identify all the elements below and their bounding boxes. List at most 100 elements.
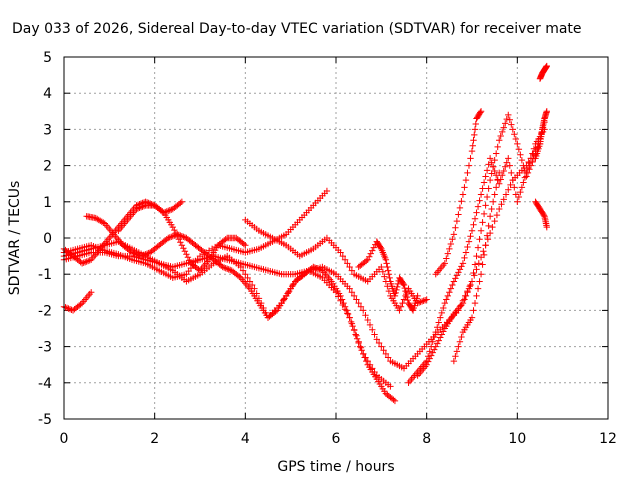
data-point	[450, 357, 458, 365]
y-tick-label: -4	[38, 376, 52, 392]
data-point	[387, 383, 394, 390]
series-track-k	[405, 126, 548, 386]
data-point	[392, 289, 399, 297]
data-point	[63, 304, 71, 312]
data-point	[468, 314, 476, 321]
data-point	[423, 357, 430, 365]
data-point	[479, 185, 486, 192]
data-point	[435, 337, 442, 344]
data-point	[500, 196, 507, 203]
data-point	[435, 319, 442, 326]
data-point	[486, 213, 494, 220]
data-point	[507, 181, 514, 189]
data-point	[177, 239, 184, 246]
data-point	[140, 251, 148, 259]
data-point	[418, 298, 426, 305]
y-tick-label: 0	[43, 231, 52, 247]
data-point	[348, 267, 356, 274]
data-point	[473, 266, 480, 273]
data-point	[476, 278, 483, 285]
data-point	[461, 184, 468, 191]
data-point	[81, 258, 89, 266]
data-point	[394, 283, 401, 291]
series-track-o	[532, 108, 550, 162]
data-point	[467, 155, 474, 162]
data-point	[168, 233, 175, 240]
data-point	[517, 188, 524, 196]
data-point	[476, 236, 483, 243]
data-point	[219, 263, 226, 271]
data-point	[344, 260, 351, 267]
data-point	[543, 108, 550, 115]
data-point	[434, 324, 441, 331]
data-point	[313, 264, 320, 272]
data-point	[346, 263, 353, 271]
data-point	[497, 132, 504, 140]
data-point	[401, 284, 408, 292]
data-point	[137, 204, 145, 211]
data-point	[474, 285, 482, 292]
data-point	[453, 272, 461, 279]
data-point	[171, 232, 178, 239]
x-tick-label: 10	[508, 431, 526, 447]
data-point	[465, 285, 473, 292]
data-point	[505, 111, 512, 119]
data-point	[485, 222, 492, 230]
data-point	[366, 321, 374, 329]
data-point	[100, 219, 107, 226]
data-point	[362, 312, 369, 319]
data-point	[432, 328, 439, 336]
y-tick-label: -5	[38, 412, 52, 428]
data-point	[505, 155, 512, 162]
data-point	[429, 338, 436, 345]
data-point	[464, 243, 471, 251]
data-point	[180, 245, 187, 252]
data-point	[139, 252, 146, 259]
data-point	[450, 231, 458, 238]
data-point	[381, 273, 388, 280]
data-point	[483, 167, 491, 174]
data-point	[396, 307, 403, 314]
data-point	[470, 307, 477, 314]
data-point	[514, 198, 521, 205]
data-point	[523, 169, 530, 177]
data-point	[543, 62, 550, 70]
data-point	[500, 124, 507, 131]
data-point	[502, 163, 509, 171]
data-point	[477, 191, 485, 198]
data-point	[350, 327, 358, 334]
x-tick-label: 12	[599, 431, 617, 447]
data-point	[386, 274, 393, 282]
data-point	[178, 198, 186, 205]
data-point	[461, 296, 468, 303]
data-point	[404, 296, 411, 304]
data-point	[450, 278, 458, 285]
data-point	[477, 108, 485, 115]
data-point	[166, 207, 173, 214]
data-point	[352, 331, 359, 338]
data-point	[489, 198, 497, 205]
data-point	[488, 205, 495, 213]
data-point	[353, 335, 361, 342]
data-point	[471, 126, 479, 133]
plot-frame	[63, 56, 609, 420]
data-point	[77, 301, 84, 308]
data-point	[470, 137, 477, 144]
data-point	[353, 296, 360, 303]
data-point	[496, 180, 503, 187]
data-point	[471, 261, 479, 268]
data-point	[472, 120, 479, 128]
y-tick-label: 4	[43, 86, 52, 102]
data-point	[171, 226, 178, 234]
data-point	[440, 328, 447, 335]
y-tick-label: -3	[38, 340, 52, 356]
data-point	[492, 150, 500, 157]
data-point	[493, 211, 501, 219]
data-point	[343, 307, 350, 314]
data-point	[494, 176, 501, 184]
data-point	[380, 347, 387, 354]
data-point	[175, 231, 183, 239]
data-point	[84, 257, 92, 265]
data-point	[473, 252, 480, 260]
